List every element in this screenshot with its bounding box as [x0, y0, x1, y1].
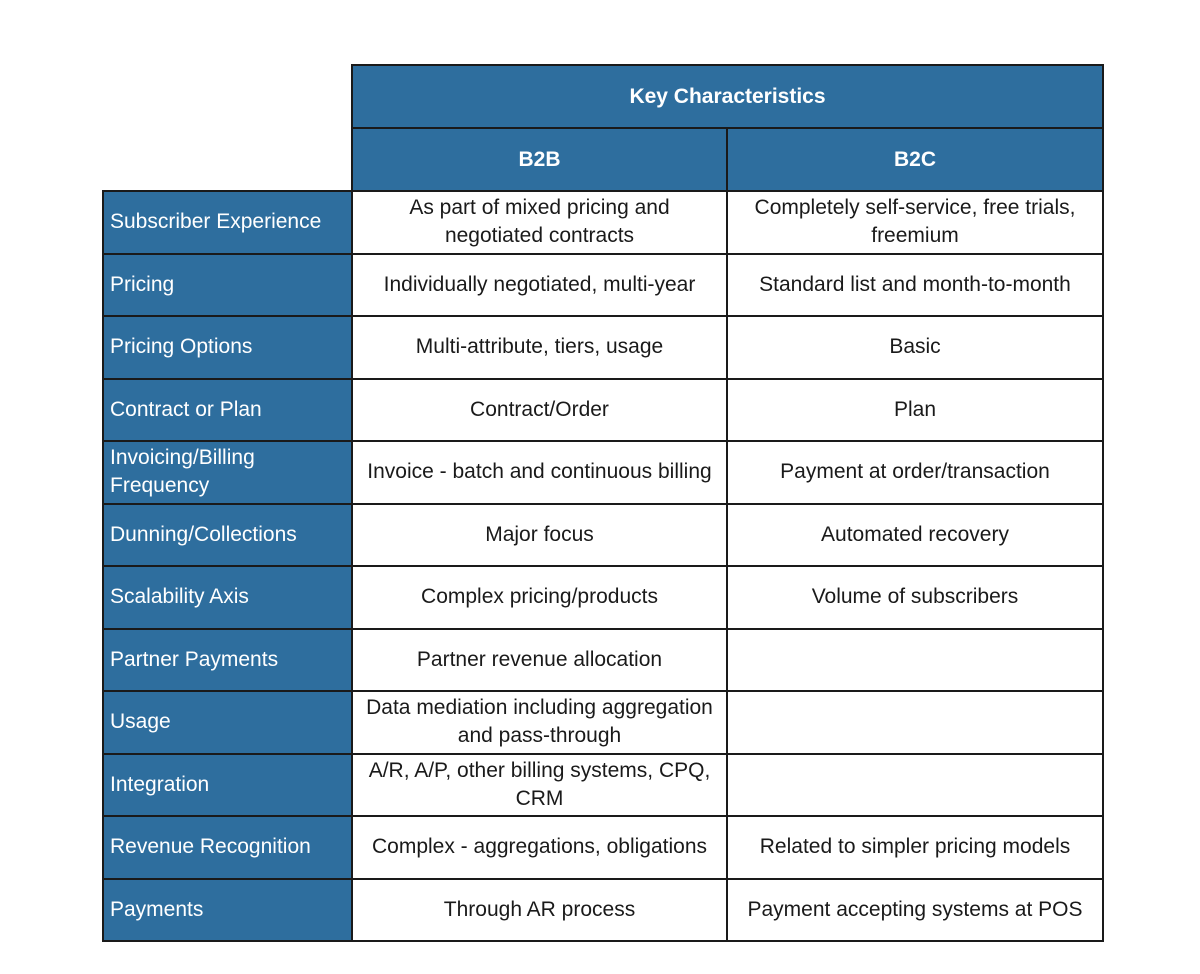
row-label: Dunning/Collections	[110, 522, 297, 546]
b2b-cell: Individually negotiated, multi-year	[351, 252, 728, 317]
b2b-value: Invoice - batch and continuous billing	[367, 460, 712, 484]
row-label-cell: Dunning/Collections	[102, 502, 353, 567]
column-header-row: B2B B2C	[103, 127, 1104, 192]
table-row: Integration A/R, A/P, other billing syste…	[102, 752, 1104, 817]
b2c-cell: Standard list and month-to-month	[726, 252, 1104, 317]
b2b-value: Data mediation including aggregation and…	[366, 696, 713, 748]
b2c-cell: Basic	[726, 315, 1104, 380]
row-label: Pricing Options	[110, 335, 253, 359]
b2b-value: Contract/Order	[470, 397, 609, 421]
b2c-cell	[726, 690, 1104, 755]
table-row: Usage Data mediation including aggregatio…	[102, 690, 1104, 755]
table-row: Pricing Options Multi-attribute, tiers, u…	[102, 315, 1104, 380]
comparison-table: Key Characteristics B2B B2C Subscriber E…	[102, 64, 1104, 942]
row-label: Contract or Plan	[110, 397, 262, 421]
b2b-cell: As part of mixed pricing and negotiated …	[351, 190, 728, 255]
row-label-cell: Invoicing/Billing Frequency	[102, 440, 353, 505]
b2c-cell: Volume of subscribers	[726, 565, 1104, 630]
b2b-cell: Invoice - batch and continuous billing	[351, 440, 728, 505]
b2c-value: Related to simpler pricing models	[759, 835, 1071, 859]
b2b-cell: Partner revenue allocation	[351, 627, 728, 692]
row-label: Invoicing/Billing Frequency	[110, 446, 255, 498]
b2c-value: Payment at order/transaction	[780, 460, 1050, 484]
b2c-value: Completely self-service, free trials, fr…	[754, 196, 1076, 248]
b2b-cell: Major focus	[351, 502, 728, 567]
b2b-value: As part of mixed pricing and negotiated …	[409, 196, 670, 248]
b2c-cell: Plan	[726, 377, 1104, 442]
column-header-b2c: B2C	[726, 127, 1104, 192]
row-label: Payments	[110, 897, 204, 921]
b2c-value: Automated recovery	[821, 522, 1009, 546]
b2c-cell: Automated recovery	[726, 502, 1104, 567]
b2c-cell: Payment at order/transaction	[726, 440, 1104, 505]
row-label-cell: Scalability Axis	[102, 565, 353, 630]
table-row: Subscriber Experience As part of mixed pr…	[102, 190, 1104, 255]
b2b-cell: Data mediation including aggregation and…	[351, 690, 728, 755]
b2c-value: Volume of subscribers	[811, 585, 1019, 609]
b2b-value: Multi-attribute, tiers, usage	[415, 335, 664, 359]
b2b-cell: Complex pricing/products	[351, 565, 728, 630]
b2b-cell: Complex - aggregations, obligations	[351, 815, 728, 880]
column-header-b2b: B2B	[351, 127, 728, 192]
table-row: Pricing Individually negotiated, multi-ye…	[102, 252, 1104, 317]
b2b-value: Complex - aggregations, obligations	[371, 835, 708, 859]
row-label-cell: Pricing	[102, 252, 353, 317]
b2b-value: Partner revenue allocation	[416, 647, 663, 671]
row-label-cell: Partner Payments	[102, 627, 353, 692]
b2c-value: Basic	[889, 335, 941, 359]
row-label: Usage	[110, 710, 171, 734]
table-body: Subscriber Experience As part of mixed pr…	[102, 190, 1104, 942]
group-header-row: Key Characteristics	[103, 64, 1104, 192]
b2c-value: Payment accepting systems at POS	[747, 897, 1083, 921]
row-label-cell: Payments	[102, 877, 353, 942]
table-row: Payments Through AR process Payment accept…	[102, 877, 1104, 942]
row-label-cell: Subscriber Experience	[102, 190, 353, 255]
b2b-value: A/R, A/P, other billing systems, CPQ, CR…	[368, 758, 711, 810]
row-label: Subscriber Experience	[110, 210, 322, 234]
table-row: Scalability Axis Complex pricing/products…	[102, 565, 1104, 630]
b2c-cell	[726, 627, 1104, 692]
b2b-cell: A/R, A/P, other billing systems, CPQ, CR…	[351, 752, 728, 817]
b2c-cell: Completely self-service, free trials, fr…	[726, 190, 1104, 255]
b2c-value: Standard list and month-to-month	[759, 272, 1071, 296]
group-header: Key Characteristics	[351, 64, 1104, 129]
table-row: Partner Payments Partner revenue allocati…	[102, 627, 1104, 692]
row-label-cell: Usage	[102, 690, 353, 755]
row-label: Integration	[110, 772, 210, 796]
row-label: Partner Payments	[110, 647, 279, 671]
b2c-value: Plan	[893, 397, 937, 421]
comparison-table-container: Key Characteristics B2B B2C Subscriber E…	[102, 64, 1104, 942]
table-row: Revenue Recognition Complex - aggregation…	[102, 815, 1104, 880]
row-label-cell: Pricing Options	[102, 315, 353, 380]
b2b-value: Major focus	[485, 522, 594, 546]
b2c-cell: Related to simpler pricing models	[726, 815, 1104, 880]
b2b-value: Complex pricing/products	[421, 585, 658, 609]
row-label: Revenue Recognition	[110, 835, 311, 859]
b2b-cell: Multi-attribute, tiers, usage	[351, 315, 728, 380]
b2b-value: Individually negotiated, multi-year	[383, 272, 696, 296]
b2b-value: Through AR process	[443, 897, 636, 921]
table-row: Contract or Plan Contract/Order Plan	[102, 377, 1104, 442]
row-label: Scalability Axis	[110, 585, 249, 609]
row-label-cell: Contract or Plan	[102, 377, 353, 442]
b2c-cell: Payment accepting systems at POS	[726, 877, 1104, 942]
table-row: Dunning/Collections Major focus Automated …	[102, 502, 1104, 567]
row-label-cell: Integration	[102, 752, 353, 817]
corner-blank-cell	[103, 65, 353, 192]
table-row: Invoicing/Billing Frequency Invoice - bat…	[102, 440, 1104, 505]
row-label: Pricing	[110, 272, 175, 296]
b2b-cell: Through AR process	[351, 877, 728, 942]
b2c-cell	[726, 752, 1104, 817]
row-label-cell: Revenue Recognition	[102, 815, 353, 880]
b2b-cell: Contract/Order	[351, 377, 728, 442]
